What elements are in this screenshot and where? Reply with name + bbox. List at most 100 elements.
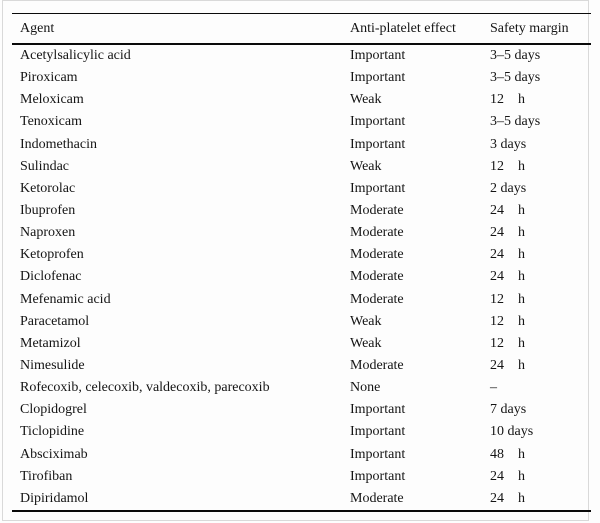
agent-cell: Ticlopidine <box>20 424 85 440</box>
safety-margin-cell: – <box>490 380 591 396</box>
safety-margin-cell: 24 h <box>490 225 591 241</box>
safety-margin-unit: h <box>518 269 525 285</box>
table-row: Clopidogrel Important 7 days <box>12 399 591 421</box>
column-header-agent: Agent <box>20 20 55 36</box>
table-row: Piroxicam Important 3–5 days <box>12 67 591 89</box>
safety-margin-cell: 3–5 days <box>490 114 591 130</box>
effect-cell: Moderate <box>350 203 404 219</box>
effect-cell: Important <box>350 468 406 484</box>
safety-margin-value: 7 days <box>490 402 527 418</box>
safety-margin-cell: 24 h <box>490 269 591 285</box>
effect-cell: Moderate <box>350 269 404 285</box>
table-row: Metamizol Weak 12 h <box>12 333 591 355</box>
safety-margin-cell: 24 h <box>490 469 591 485</box>
agent-cell: Sulindac <box>20 158 69 174</box>
effect-cell: Important <box>350 424 406 440</box>
safety-margin-value: 12 <box>490 92 504 108</box>
agent-cell: Naproxen <box>20 225 76 241</box>
agent-cell: Tirofiban <box>20 468 73 484</box>
effect-cell: Moderate <box>350 225 404 241</box>
safety-margin-value: 12 <box>490 291 504 307</box>
safety-margin-value: – <box>490 380 497 396</box>
safety-margin-value: 10 days <box>490 424 534 440</box>
agent-cell: Clopidogrel <box>20 402 87 418</box>
safety-margin-value: 24 <box>490 468 504 484</box>
safety-margin-value: 24 <box>490 203 504 219</box>
safety-margin-unit: h <box>518 203 525 219</box>
safety-margin-unit: h <box>518 358 525 374</box>
column-header-safety-margin: Safety margin <box>490 20 569 36</box>
effect-cell: Important <box>350 70 406 86</box>
safety-margin-cell: 7 days <box>490 402 591 418</box>
safety-margin-unit: h <box>518 158 525 174</box>
safety-margin-cell: 12 h <box>490 92 591 108</box>
safety-margin-cell: 12 h <box>490 159 591 175</box>
safety-margin-cell: 2 days <box>490 181 591 197</box>
agent-cell: Piroxicam <box>20 70 78 86</box>
effect-cell: Important <box>350 446 406 462</box>
effect-cell: Important <box>350 180 406 196</box>
table-row: Dipiridamol Moderate 24 h <box>12 488 591 510</box>
safety-margin-cell: 3 days <box>490 137 591 153</box>
safety-margin-value: 2 days <box>490 180 527 196</box>
safety-margin-cell: 24 h <box>490 491 591 507</box>
safety-margin-cell: 24 h <box>490 247 591 263</box>
table-header-rule <box>12 43 591 45</box>
agent-cell: Ibuprofen <box>20 203 76 219</box>
safety-margin-cell: 48 h <box>490 447 591 463</box>
safety-margin-value: 3–5 days <box>490 114 541 130</box>
safety-margin-unit: h <box>518 468 525 484</box>
safety-margin-value: 12 <box>490 313 504 329</box>
safety-margin-unit: h <box>518 335 525 351</box>
safety-margin-unit: h <box>518 490 525 506</box>
safety-margin-value: 12 <box>490 335 504 351</box>
effect-cell: Weak <box>350 313 382 329</box>
safety-margin-value: 3–5 days <box>490 48 541 64</box>
safety-margin-value: 24 <box>490 247 504 263</box>
effect-cell: Weak <box>350 92 382 108</box>
safety-margin-cell: 24 h <box>490 203 591 219</box>
table-row: Tirofiban Important 24 h <box>12 466 591 488</box>
effect-cell: Important <box>350 136 406 152</box>
safety-margin-unit: h <box>518 291 525 307</box>
table-row: Ketoprofen Moderate 24 h <box>12 244 591 266</box>
safety-margin-cell: 12 h <box>490 336 591 352</box>
table-row: Rofecoxib, celecoxib, valdecoxib, pareco… <box>12 377 591 399</box>
effect-cell: Important <box>350 114 406 130</box>
effect-cell: Moderate <box>350 490 404 506</box>
safety-margin-cell: 12 h <box>490 314 591 330</box>
agent-cell: Mefenamic acid <box>20 291 111 307</box>
table-row: Diclofenac Moderate 24 h <box>12 266 591 288</box>
agent-cell: Acetylsalicylic acid <box>20 48 131 64</box>
safety-margin-value: 24 <box>490 490 504 506</box>
effect-cell: Moderate <box>350 247 404 263</box>
safety-margin-cell: 3–5 days <box>490 48 591 64</box>
table-row: Ticlopidine Important 10 days <box>12 421 591 443</box>
table-row: Mefenamic acid Moderate 12 h <box>12 289 591 311</box>
agent-cell: Rofecoxib, celecoxib, valdecoxib, pareco… <box>20 380 270 396</box>
agent-cell: Ketoprofen <box>20 247 84 263</box>
table-header-row: Agent Anti-platelet effect Safety margin <box>12 14 591 43</box>
table-row: Paracetamol Weak 12 h <box>12 311 591 333</box>
agent-cell: Paracetamol <box>20 313 90 329</box>
safety-margin-value: 24 <box>490 225 504 241</box>
safety-margin-unit: h <box>518 225 525 241</box>
table-row: Naproxen Moderate 24 h <box>12 222 591 244</box>
column-header-antiplatelet-effect: Anti-platelet effect <box>350 20 456 36</box>
agent-cell: Indomethacin <box>20 136 97 152</box>
agent-cell: Metamizol <box>20 335 81 351</box>
safety-margin-cell: 24 h <box>490 358 591 374</box>
effect-cell: Weak <box>350 335 382 351</box>
agent-cell: Ketorolac <box>20 180 76 196</box>
safety-margin-value: 24 <box>490 358 504 374</box>
safety-margin-cell: 12 h <box>490 292 591 308</box>
table-row: Meloxicam Weak 12 h <box>12 89 591 111</box>
table-row: Absciximab Important 48 h <box>12 444 591 466</box>
agent-cell: Absciximab <box>20 446 88 462</box>
scanned-page: Agent Anti-platelet effect Safety margin… <box>2 0 591 521</box>
table-row: Indomethacin Important 3 days <box>12 134 591 156</box>
table-top-rule <box>12 13 591 14</box>
safety-margin-cell: 3–5 days <box>490 70 591 86</box>
effect-cell: Moderate <box>350 291 404 307</box>
safety-margin-value: 48 <box>490 446 504 462</box>
